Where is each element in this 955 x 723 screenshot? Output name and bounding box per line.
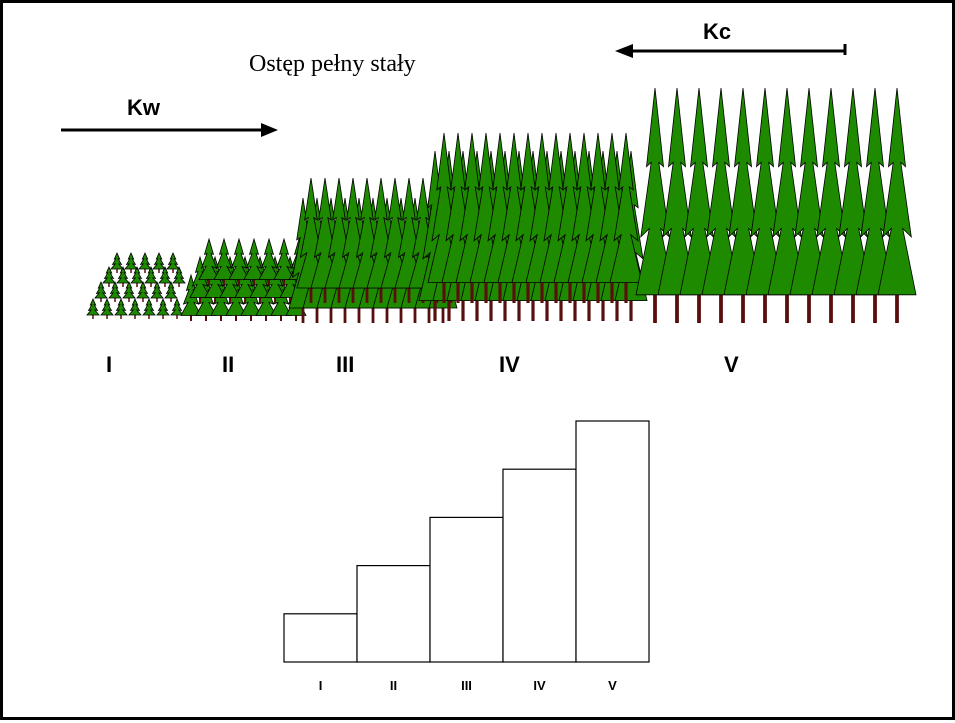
tree-icon	[94, 281, 108, 302]
bar-label-IV: IV	[533, 678, 546, 693]
age-class-label-3: III	[336, 352, 354, 377]
bar-I	[283, 613, 358, 663]
tree-icon	[124, 252, 138, 273]
tree-icon	[243, 237, 265, 285]
tree-icon	[136, 281, 150, 302]
age-class-label-2: II	[222, 352, 234, 377]
tree-icon	[86, 298, 100, 319]
tree-icon	[172, 266, 186, 287]
tree-icon	[166, 252, 180, 273]
tree-icon	[811, 87, 851, 323]
bar-V	[575, 420, 650, 663]
tree-icon	[679, 87, 719, 323]
tree-icon	[833, 87, 873, 323]
tree-icon	[745, 87, 785, 323]
tree-icon	[701, 87, 741, 323]
tree-icon	[273, 237, 295, 285]
tree-icon	[114, 298, 128, 319]
tree-icon	[855, 87, 895, 323]
bar-label-I: I	[319, 678, 323, 693]
tree-icon	[767, 87, 807, 323]
tree-icon	[170, 298, 184, 319]
kc-label: Kc	[703, 19, 731, 44]
tree-icon	[100, 298, 114, 319]
tree-icon	[158, 266, 172, 287]
kc-arrow	[615, 44, 847, 58]
tree-icon	[142, 298, 156, 319]
bar-label-II: II	[390, 678, 397, 693]
bar-IV	[502, 468, 577, 663]
tree-icon	[228, 237, 250, 285]
bar-label-III: III	[461, 678, 472, 693]
age-class-label-5: V	[724, 352, 739, 377]
tree-icon	[108, 281, 122, 302]
tree-icon	[144, 266, 158, 287]
tree-icon	[156, 298, 170, 319]
tree-icon	[116, 266, 130, 287]
tree-icon	[789, 87, 829, 323]
tree-icon	[152, 252, 166, 273]
tree-icon	[130, 266, 144, 287]
tree-icon	[258, 237, 280, 285]
tree-icon	[609, 132, 643, 303]
tree-icon	[877, 87, 917, 323]
tree-icon	[122, 281, 136, 302]
age-class-label-1: I	[106, 352, 112, 377]
tree-icon	[102, 266, 116, 287]
tree-icon	[657, 87, 697, 323]
tree-icon	[138, 252, 152, 273]
tree-icon	[110, 252, 124, 273]
bar-II	[356, 564, 431, 663]
age-class-bar-chart: I II III IV V	[283, 420, 650, 693]
forest-illustration	[86, 87, 917, 323]
tree-icon	[198, 237, 220, 285]
kw-arrow	[61, 123, 278, 137]
kw-label: Kw	[127, 95, 161, 120]
tree-icon	[213, 237, 235, 285]
diagram-title: Ostęp pełny stały	[249, 51, 416, 77]
bar-label-V: V	[608, 678, 617, 693]
age-class-label-4: IV	[499, 352, 520, 377]
tree-icon	[128, 298, 142, 319]
bar-III	[429, 516, 504, 663]
tree-icon	[150, 281, 164, 302]
tree-icon	[164, 281, 178, 302]
tree-icon	[635, 87, 675, 323]
tree-icon	[723, 87, 763, 323]
